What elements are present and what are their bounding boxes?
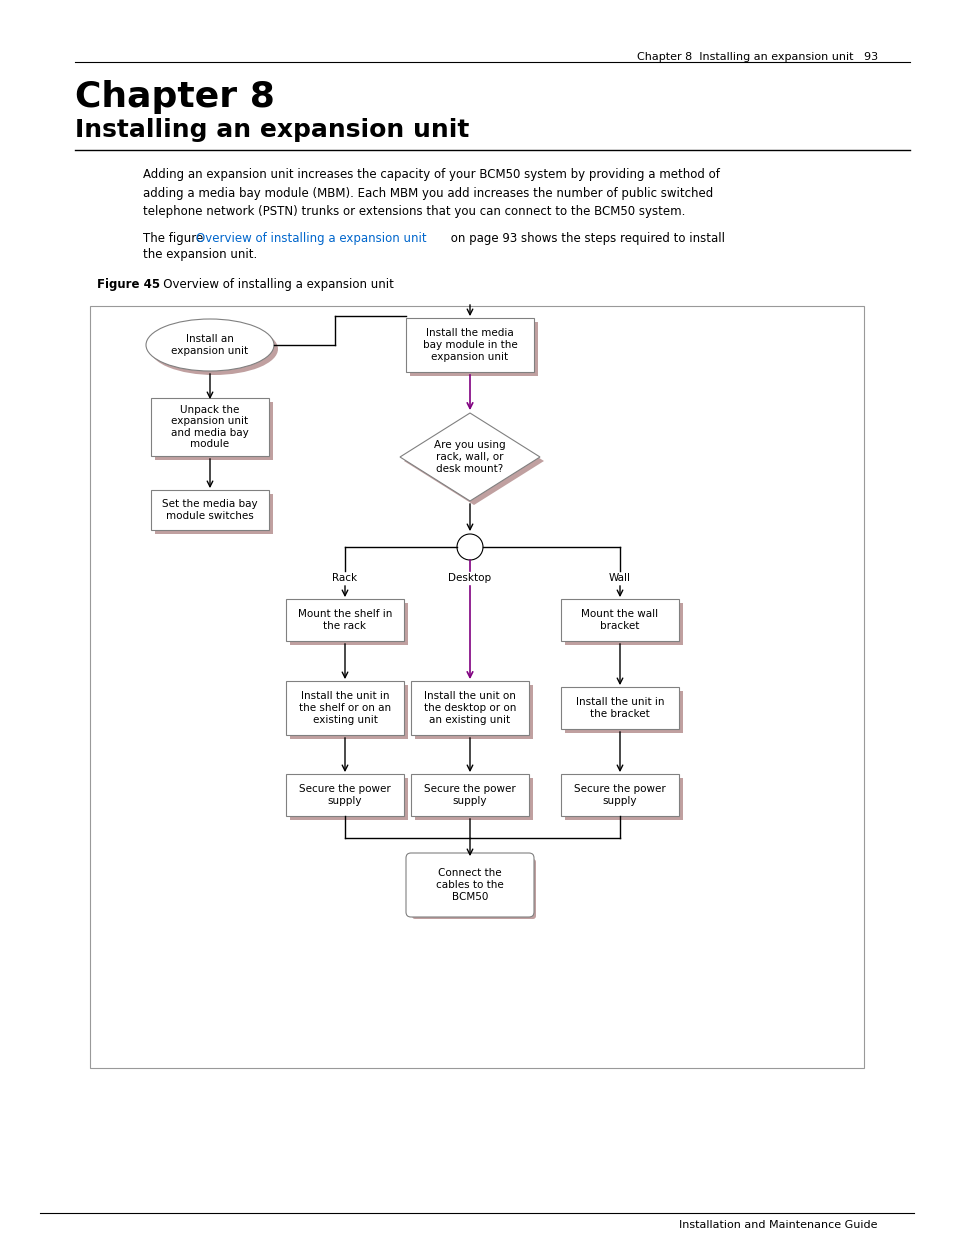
Bar	[410, 322, 537, 375]
Bar	[151, 398, 269, 456]
Bar	[286, 680, 403, 735]
Text: Installation and Maintenance Guide: Installation and Maintenance Guide	[679, 1220, 877, 1230]
Polygon shape	[403, 417, 543, 505]
Text: Unpack the
expansion unit
and media bay
module: Unpack the expansion unit and media bay …	[171, 405, 249, 450]
Bar	[154, 494, 273, 534]
FancyBboxPatch shape	[412, 860, 536, 919]
Bar	[411, 680, 529, 735]
Text: Desktop: Desktop	[448, 573, 491, 583]
Bar	[406, 317, 534, 372]
Ellipse shape	[146, 319, 274, 370]
Text: Chapter 8  Installing an expansion unit   93: Chapter 8 Installing an expansion unit 9…	[637, 52, 877, 62]
Bar	[90, 306, 863, 1068]
Bar	[560, 687, 679, 729]
Bar	[151, 490, 269, 530]
Text: Secure the power
supply: Secure the power supply	[574, 784, 665, 805]
Bar	[154, 403, 273, 459]
Text: Install the unit in
the shelf or on an
existing unit: Install the unit in the shelf or on an e…	[298, 692, 391, 725]
Bar	[290, 685, 408, 739]
Text: Installing an expansion unit: Installing an expansion unit	[75, 119, 469, 142]
Text: Rack: Rack	[332, 573, 357, 583]
Text: Install the unit in
the bracket: Install the unit in the bracket	[576, 698, 663, 719]
Bar	[564, 692, 682, 734]
Text: on page 93 shows the steps required to install: on page 93 shows the steps required to i…	[447, 232, 724, 245]
Text: the expansion unit.: the expansion unit.	[143, 248, 257, 261]
Bar	[560, 599, 679, 641]
Text: Set the media bay
module switches: Set the media bay module switches	[162, 499, 257, 521]
Text: The figure: The figure	[143, 232, 207, 245]
Bar	[560, 774, 679, 816]
Text: Connect the
cables to the
BCM50: Connect the cables to the BCM50	[436, 868, 503, 902]
Ellipse shape	[150, 324, 277, 375]
Text: Mount the shelf in
the rack: Mount the shelf in the rack	[297, 609, 392, 631]
Text: Are you using
rack, wall, or
desk mount?: Are you using rack, wall, or desk mount?	[434, 441, 505, 473]
Bar	[290, 603, 408, 645]
Text: Secure the power
supply: Secure the power supply	[299, 784, 391, 805]
Text: Secure the power
supply: Secure the power supply	[424, 784, 516, 805]
Text: Figure 45: Figure 45	[97, 278, 160, 291]
Bar	[411, 774, 529, 816]
Bar	[564, 603, 682, 645]
Bar	[564, 778, 682, 820]
Text: Install the media
bay module in the
expansion unit: Install the media bay module in the expa…	[422, 329, 517, 362]
Text: Overview of installing a expansion unit: Overview of installing a expansion unit	[195, 232, 426, 245]
Text: Install the unit on
the desktop or on
an existing unit: Install the unit on the desktop or on an…	[423, 692, 516, 725]
Bar	[286, 599, 403, 641]
Polygon shape	[399, 412, 539, 501]
Circle shape	[456, 534, 482, 559]
Text: Mount the wall
bracket: Mount the wall bracket	[580, 609, 658, 631]
Bar	[415, 778, 533, 820]
Bar	[286, 774, 403, 816]
Text: Wall: Wall	[608, 573, 630, 583]
Text: Overview of installing a expansion unit: Overview of installing a expansion unit	[152, 278, 394, 291]
FancyBboxPatch shape	[406, 853, 534, 918]
Text: Install an
expansion unit: Install an expansion unit	[172, 335, 249, 356]
Bar	[415, 685, 533, 739]
Text: Adding an expansion unit increases the capacity of your BCM50 system by providin: Adding an expansion unit increases the c…	[143, 168, 720, 219]
Bar	[290, 778, 408, 820]
Text: Chapter 8: Chapter 8	[75, 80, 274, 114]
